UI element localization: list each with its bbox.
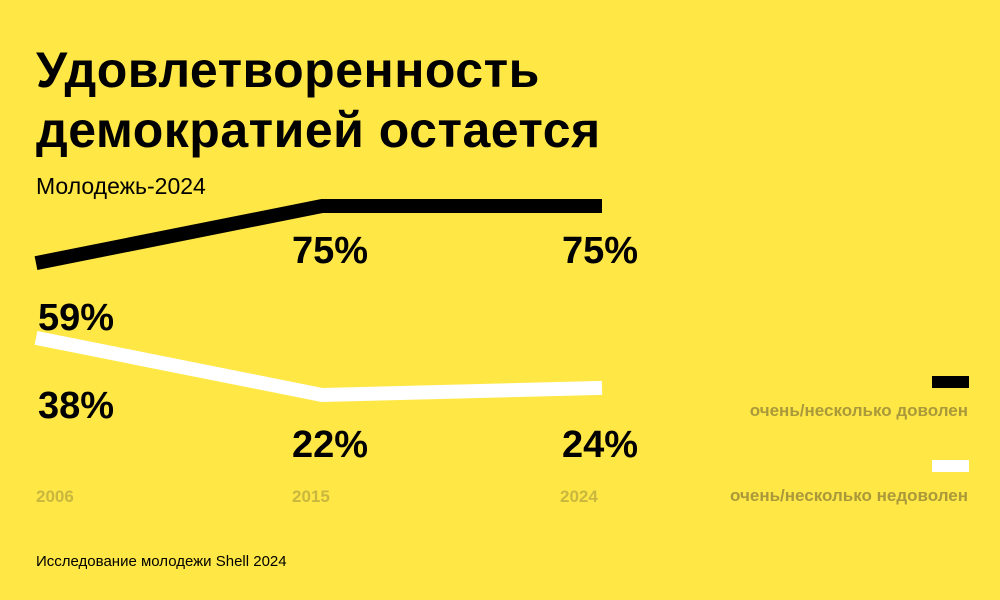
series-line-dissatisfied xyxy=(34,331,603,403)
x-tick-label-2006: 2006 xyxy=(36,487,74,506)
source-note: Исследование молодежи Shell 2024 xyxy=(36,553,287,570)
chart-subtitle: Молодежь-2024 xyxy=(36,173,206,199)
x-tick-label-2024: 2024 xyxy=(560,487,598,506)
data-label-satisfied-2006: 59% xyxy=(38,297,114,339)
title-line-1: Удовлетворенность xyxy=(36,42,540,98)
legend-label-satisfied: очень/несколько доволен xyxy=(750,401,968,420)
legend-swatch-dissatisfied xyxy=(932,460,969,472)
data-label-dissatisfied-2006: 38% xyxy=(38,385,114,427)
data-label-dissatisfied-2015: 22% xyxy=(292,424,368,466)
chart-title: Удовлетворенность демократией остается xyxy=(36,40,601,160)
data-label-dissatisfied-2024: 24% xyxy=(562,424,638,466)
data-label-satisfied-2015: 75% xyxy=(292,230,368,272)
x-tick-label-2015: 2015 xyxy=(292,487,330,506)
legend-swatch-satisfied xyxy=(932,376,969,388)
title-line-2: демократией остается xyxy=(36,102,601,158)
data-label-satisfied-2024: 75% xyxy=(562,230,638,272)
series-line-satisfied xyxy=(34,199,602,270)
legend-label-dissatisfied: очень/несколько недоволен xyxy=(730,486,968,505)
